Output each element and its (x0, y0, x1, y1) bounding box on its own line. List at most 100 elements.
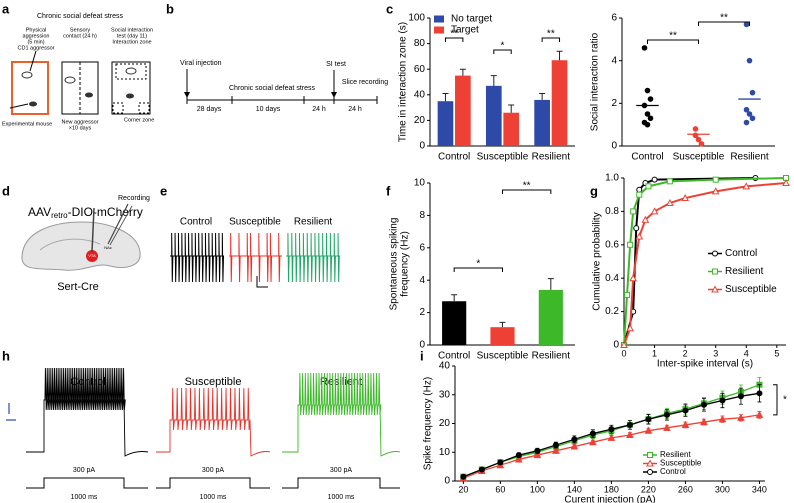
marker (570, 442, 579, 450)
label: New aggressor (62, 119, 99, 125)
marker (682, 407, 689, 414)
panel-label: i (420, 348, 424, 363)
mouse (126, 93, 134, 99)
label: Slice recording (342, 79, 388, 86)
x-tick-label: 140 (567, 484, 582, 494)
marker (534, 447, 541, 454)
marker (620, 340, 628, 348)
data-point (644, 111, 651, 117)
marker (719, 397, 726, 404)
data-point (743, 21, 750, 28)
label: ×10 days (69, 125, 92, 131)
x-tick-label: 5 (774, 348, 779, 358)
y-tick-label: 40 (414, 89, 426, 100)
data-point (647, 96, 654, 102)
y-tick-label: 0.2 (605, 306, 619, 317)
y-tick-label: 100 (408, 13, 425, 24)
marker (647, 452, 653, 458)
y-tick-label: 0.6 (605, 239, 619, 250)
marker (645, 183, 652, 190)
group-label: Resilient (294, 217, 333, 228)
significance-label: ** (547, 29, 555, 40)
x-tick-label: 60 (495, 484, 505, 494)
marker (737, 393, 744, 400)
marker (647, 469, 653, 475)
mouse (85, 92, 93, 98)
significance-bracket (444, 37, 464, 42)
label: contact (24 h) (63, 33, 97, 39)
marker (742, 182, 751, 190)
x-tick-label: Susceptible (673, 152, 725, 163)
marker (666, 199, 674, 207)
label: Experimental mouse (2, 121, 52, 127)
bar (490, 327, 515, 345)
group-label: Susceptible (185, 376, 242, 388)
panel-title: Chronic social defeat stress (37, 13, 123, 20)
significance-bracket (493, 49, 512, 54)
label: AAV (28, 205, 51, 219)
data-point (743, 106, 750, 113)
duration-label: 1000 ms (71, 494, 98, 501)
y-tick-label: 2 (611, 98, 617, 109)
x-tick-label: 20 (458, 484, 468, 494)
y-tick-label: 0.8 (605, 206, 619, 217)
marker (552, 442, 559, 449)
trace (170, 232, 225, 283)
error-bar (459, 68, 466, 76)
marker (681, 420, 690, 428)
significance-label: ** (669, 31, 677, 42)
marker (641, 215, 650, 223)
marker (571, 436, 578, 443)
x-tick-label: 4 (744, 348, 749, 358)
marker (666, 178, 673, 185)
panel-label: f (386, 183, 391, 198)
duration-label: 1000 ms (328, 494, 355, 501)
bar (485, 85, 502, 146)
data-point (698, 141, 705, 147)
data-point (695, 136, 702, 143)
y-tick-label: 0 (611, 141, 617, 152)
y-tick-label: 30 (439, 389, 451, 400)
label: 24 h (312, 106, 326, 113)
marker (663, 411, 670, 418)
current-step (26, 477, 148, 489)
x-tick-label: Susceptible (477, 351, 529, 362)
corner-zone (138, 102, 150, 114)
legend-label: Susceptible (725, 284, 777, 295)
y-tick-label: 80 (414, 38, 426, 49)
series-line (623, 182, 787, 346)
trace (229, 232, 282, 283)
current-label: 300 pA (202, 467, 225, 474)
marker (681, 193, 689, 202)
significance-label: ** (523, 181, 531, 192)
panel-h: Control Susceptible Resilient 300 pA 300… (6, 367, 401, 501)
panel-e: Control Susceptible Resilient (170, 217, 340, 288)
x-tick-label: 0 (621, 348, 626, 358)
significance-label: * (501, 41, 505, 52)
label: Sert-Cre (57, 281, 99, 293)
y-tick-label: 4 (611, 55, 617, 66)
significance-bracket (541, 37, 561, 42)
marker (711, 285, 719, 293)
error-bar (556, 50, 563, 61)
arrow (9, 103, 29, 109)
significance-label: * (476, 259, 480, 270)
current-step (282, 477, 400, 489)
marker (624, 291, 631, 298)
scale-bar (256, 276, 268, 288)
y-tick-label: 0 (613, 340, 619, 351)
marker (607, 433, 616, 441)
legend-swatch (434, 15, 444, 23)
label: NAc (104, 245, 112, 250)
current-label: 300 pA (330, 467, 353, 474)
x-axis-label: Curent injection (pA) (564, 495, 655, 503)
label: CD1 aggressor (18, 45, 55, 51)
error-bar (499, 321, 506, 328)
group-label: Control (180, 217, 212, 228)
label: 24 h (348, 106, 362, 113)
mouse (125, 67, 137, 75)
y-tick-label: 0 (444, 476, 450, 487)
significance-bracket (773, 384, 778, 416)
legend-label: Resilient (660, 450, 691, 459)
panel-label: h (2, 348, 10, 363)
